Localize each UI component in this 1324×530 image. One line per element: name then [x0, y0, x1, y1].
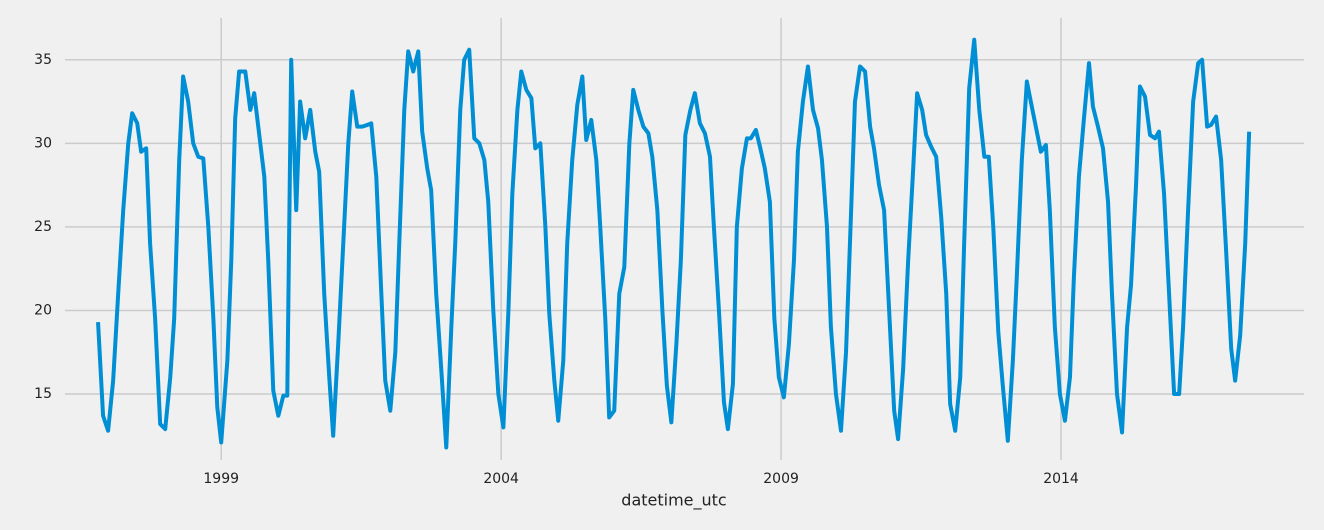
x-tick-label: 2009 [763, 471, 799, 487]
y-tick-label: 35 [34, 52, 52, 68]
x-axis-label: datetime_utc [621, 491, 726, 511]
x-tick-label: 2014 [1043, 471, 1079, 487]
y-tick-label: 15 [34, 386, 52, 402]
line [96, 37, 1252, 450]
y-tick-label: 30 [34, 135, 52, 151]
y-tick-label: 25 [34, 219, 52, 235]
x-tick-label: 2004 [483, 471, 519, 487]
x-tick-label: 1999 [203, 471, 239, 487]
y-tick-label: 20 [34, 302, 52, 318]
